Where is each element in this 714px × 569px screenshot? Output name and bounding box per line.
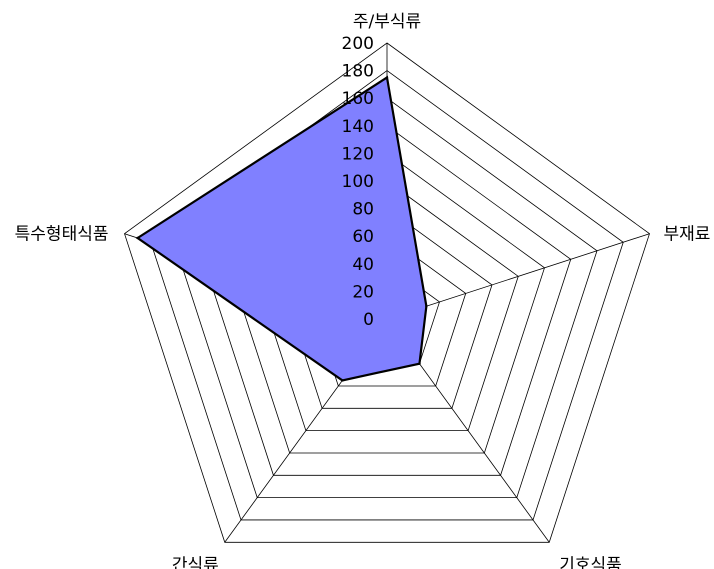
- axis-spoke: [386, 233, 650, 320]
- radial-tick-labels: 0 20 40 60 80 100 120 140 160 180 200: [342, 34, 374, 330]
- tick-label: 160: [342, 89, 374, 109]
- tick-label: 0: [363, 310, 374, 330]
- tick-label: 120: [342, 144, 374, 164]
- tick-label: 80: [352, 200, 374, 220]
- category-label: 특수형태식품: [15, 225, 109, 245]
- category-label: 주/부식류: [353, 12, 421, 32]
- category-label: 기호식품: [559, 555, 622, 569]
- tick-label: 200: [342, 34, 374, 54]
- tick-label: 140: [342, 117, 374, 137]
- tick-label: 180: [342, 62, 374, 82]
- tick-label: 60: [352, 227, 374, 247]
- tick-label: 20: [352, 282, 374, 302]
- data-point: [136, 236, 139, 240]
- data-point: [385, 76, 389, 79]
- series-area: [135, 75, 428, 382]
- category-label: 부재료: [663, 225, 710, 245]
- category-label: 간식류: [172, 555, 219, 569]
- tick-label: 40: [352, 255, 374, 275]
- tick-label: 100: [342, 172, 374, 192]
- data-point: [425, 305, 428, 308]
- data-point: [418, 362, 421, 365]
- data-point: [341, 379, 344, 382]
- grid-ring: [124, 42, 650, 543]
- radar-series: [135, 75, 428, 382]
